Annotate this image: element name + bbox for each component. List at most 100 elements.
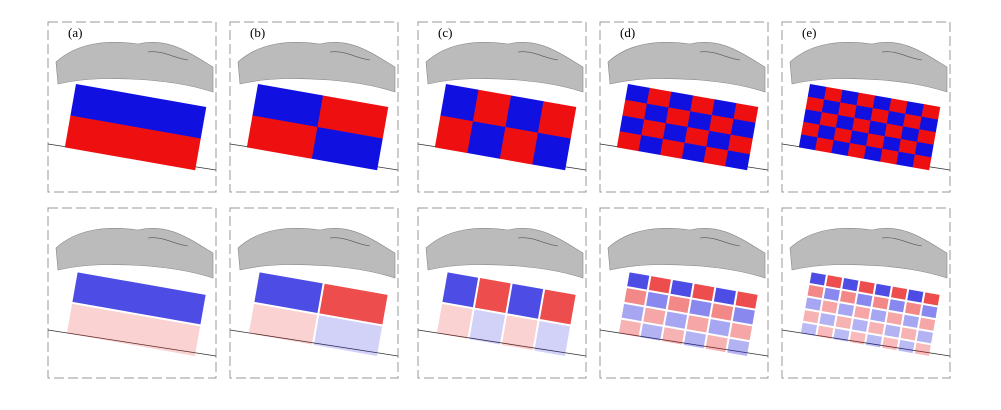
- checker-cell: [914, 141, 934, 158]
- map-panel: (d): [599, 21, 769, 193]
- checker-cell: [665, 107, 691, 128]
- recovered-cell: [539, 289, 576, 325]
- recovered-cell: [621, 303, 644, 322]
- recovered-cell: [66, 303, 201, 356]
- recovered-cell: [803, 310, 820, 324]
- checker-cell: [440, 84, 479, 122]
- recovered-cell: [689, 299, 712, 317]
- coast-line: [699, 51, 741, 61]
- recovered-cell: [469, 309, 506, 345]
- map-panel: [47, 207, 217, 379]
- recovered-cell: [888, 299, 905, 313]
- checker-cell: [619, 115, 645, 136]
- checker-cell: [622, 99, 648, 120]
- coast-line: [881, 51, 923, 61]
- checker-cell: [641, 119, 667, 140]
- checker-cell: [880, 148, 899, 165]
- checker-cell: [690, 95, 715, 116]
- recovered-cell: [914, 342, 931, 356]
- checker-cell: [625, 84, 650, 104]
- recovered-cell: [890, 286, 908, 300]
- checker-cell: [823, 86, 843, 103]
- recovered-cell: [248, 303, 318, 345]
- recovered-cell: [835, 315, 852, 330]
- map-panel: (b): [229, 21, 399, 193]
- land-mass: [237, 227, 396, 279]
- recovered-cell: [870, 308, 887, 323]
- checker-cell: [246, 115, 318, 159]
- trench-line: [781, 329, 951, 357]
- recovered-cell: [907, 289, 924, 303]
- checker-cell: [835, 114, 855, 131]
- recovered-cell: [732, 307, 755, 325]
- checker-area: [800, 272, 940, 356]
- checker-area: [64, 84, 207, 171]
- recovered-cell: [713, 287, 736, 305]
- recovered-cell: [902, 314, 919, 328]
- checker-cell: [798, 134, 818, 151]
- recovered-cell: [872, 296, 889, 310]
- coast-line: [517, 51, 559, 61]
- recovered-cell: [683, 331, 706, 349]
- recovered-cell: [72, 272, 206, 325]
- checker-cell: [819, 112, 839, 128]
- checker-cell: [730, 118, 756, 139]
- recovered-cell: [800, 322, 818, 336]
- checker-cell: [711, 99, 737, 120]
- recovered-cell: [618, 319, 641, 337]
- recovered-cell: [882, 337, 899, 351]
- checker-cell: [505, 95, 544, 134]
- checker-cell: [921, 104, 941, 120]
- checker-cell: [616, 131, 642, 152]
- checker-cell: [725, 150, 750, 171]
- checker-cell: [852, 117, 871, 134]
- land-mass: [55, 227, 214, 279]
- recovered-cell: [670, 279, 693, 298]
- recovered-cell: [805, 297, 822, 311]
- checker-area: [248, 272, 388, 356]
- coast-line: [147, 237, 189, 247]
- checker-area: [616, 84, 759, 171]
- recovered-cell: [686, 315, 709, 333]
- recovered-cell: [667, 295, 690, 313]
- recovered-cell: [856, 293, 873, 307]
- land-mass: [237, 41, 396, 93]
- checker-cell: [849, 130, 869, 147]
- coast-line: [329, 51, 371, 61]
- recovered-cell: [809, 272, 826, 286]
- checker-cell: [905, 101, 925, 118]
- checker-cell: [472, 89, 512, 128]
- checker-cell: [838, 102, 857, 119]
- trench-line: [229, 329, 399, 357]
- checker-cell: [817, 124, 837, 141]
- recovered-cell: [507, 283, 544, 319]
- recovered-cell: [436, 303, 473, 339]
- trench-line: [599, 329, 769, 357]
- checker-cell: [884, 123, 904, 140]
- recovered-cell: [729, 322, 753, 341]
- checker-cell: [64, 115, 201, 171]
- checker-cell: [733, 103, 759, 124]
- checker-cell: [537, 101, 577, 139]
- map-panel: [417, 207, 587, 379]
- recovered-cell: [819, 312, 836, 327]
- land-mass: [425, 227, 584, 279]
- land-mass: [425, 41, 584, 93]
- recovered-cell: [319, 283, 388, 325]
- checker-cell: [882, 136, 902, 152]
- panel-label: (d): [620, 25, 635, 40]
- checker-cell: [900, 126, 920, 143]
- map-panel: (c): [417, 21, 587, 193]
- checker-cell: [803, 109, 823, 126]
- recovered-cell: [898, 339, 915, 354]
- checker-cell: [662, 123, 688, 144]
- map-panel: [781, 207, 951, 379]
- recovered-cell: [727, 338, 750, 356]
- checker-cell: [709, 115, 734, 135]
- checker-cell: [863, 145, 883, 162]
- coast-line: [329, 237, 371, 247]
- recovered-cell: [886, 311, 903, 326]
- checker-cell: [727, 134, 753, 155]
